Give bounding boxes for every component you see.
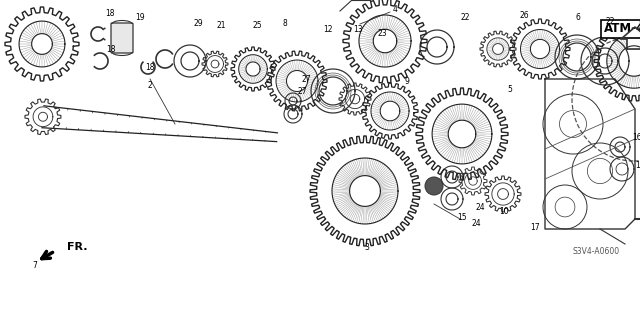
Text: 7: 7 [33,262,37,271]
Text: 8: 8 [283,19,287,27]
Text: 10: 10 [499,207,509,217]
Text: 27: 27 [301,75,311,84]
Text: 9: 9 [404,78,410,86]
Polygon shape [621,27,640,49]
Text: 16: 16 [632,133,640,143]
Text: 27: 27 [297,87,307,97]
Text: 13: 13 [353,26,363,34]
Text: 18: 18 [145,63,155,71]
Text: 29: 29 [193,19,203,28]
Text: 21: 21 [216,20,226,29]
Circle shape [425,177,443,195]
Text: 25: 25 [252,20,262,29]
Text: 4: 4 [392,4,397,13]
Text: S3V4-A0600: S3V4-A0600 [572,247,620,256]
Text: 22: 22 [460,12,470,21]
Text: 14: 14 [635,160,640,169]
Text: 19: 19 [135,12,145,21]
Text: 3: 3 [365,243,369,253]
Text: 22: 22 [605,18,615,26]
Text: 6: 6 [575,13,580,23]
Text: 24: 24 [471,219,481,228]
Text: 23: 23 [377,28,387,38]
Text: 18: 18 [105,10,115,19]
Text: 17: 17 [530,224,540,233]
Text: 15: 15 [457,213,467,222]
Text: 26: 26 [519,11,529,19]
Text: 2: 2 [148,80,152,90]
Text: 12: 12 [323,25,333,33]
Text: 18: 18 [106,44,116,54]
Text: 5: 5 [508,85,513,94]
Text: 24: 24 [475,204,485,212]
Text: ATM-4-20: ATM-4-20 [604,23,640,35]
Text: 20: 20 [638,20,640,29]
FancyBboxPatch shape [111,23,133,53]
Text: FR.: FR. [67,242,88,252]
